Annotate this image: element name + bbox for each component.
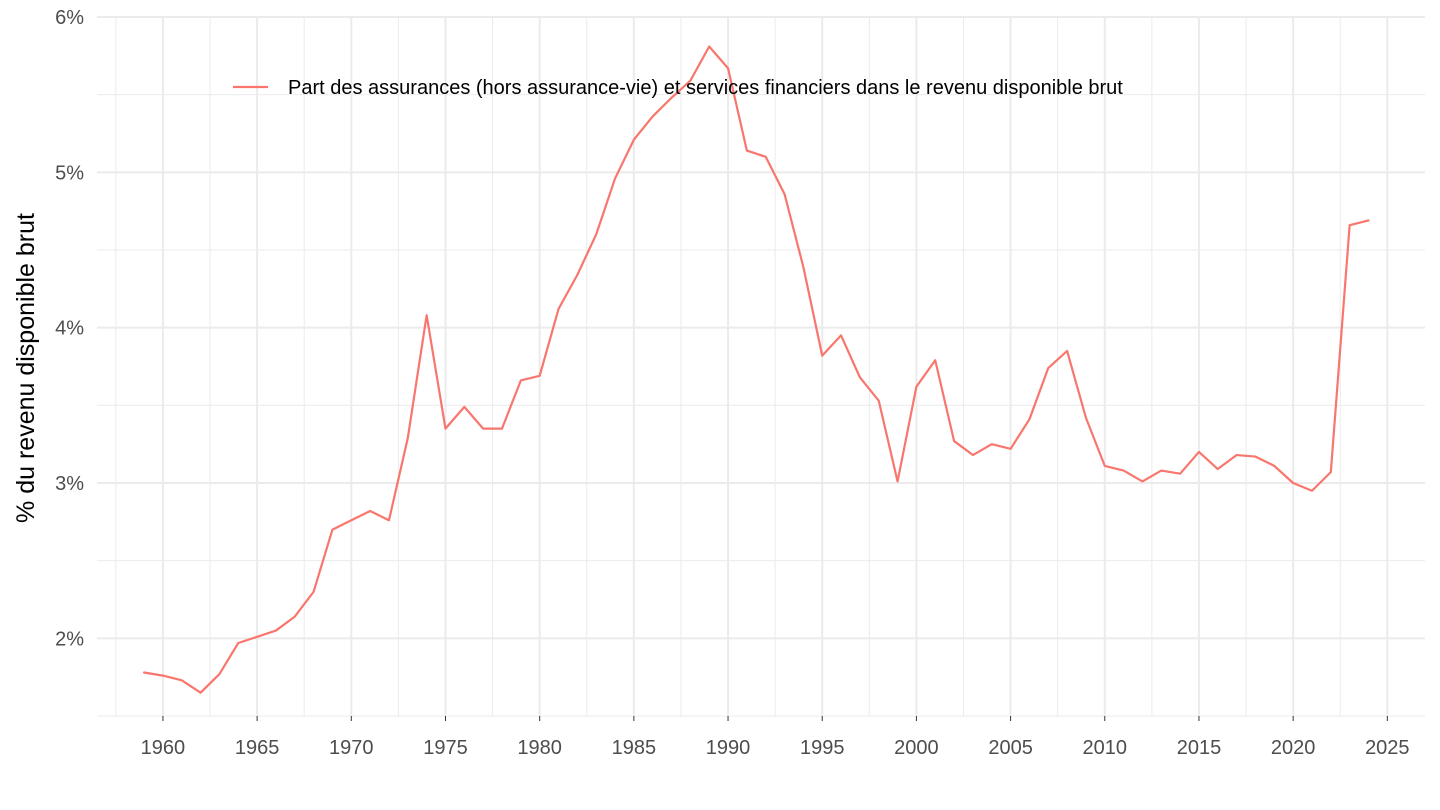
x-tick-label: 1980 xyxy=(517,737,562,759)
y-tick-label: 6% xyxy=(55,7,84,29)
x-tick-label: 2020 xyxy=(1271,737,1316,759)
x-tick-label: 1985 xyxy=(612,737,657,759)
legend-label: Part des assurances (hors assurance-vie)… xyxy=(288,77,1123,99)
x-tick-label: 2010 xyxy=(1083,737,1128,759)
major-gridlines xyxy=(97,16,1425,716)
x-tick-label: 1990 xyxy=(706,737,751,759)
x-tick-label: 2015 xyxy=(1177,737,1222,759)
series-line xyxy=(142,45,1370,694)
x-tick-label: 2005 xyxy=(988,737,1033,759)
x-tick-label: 1965 xyxy=(235,737,280,759)
y-tick-label: 4% xyxy=(55,318,84,340)
x-tick-label: 1995 xyxy=(800,737,845,759)
minor-gridlines xyxy=(97,17,1425,717)
x-tick-label: 1970 xyxy=(329,737,374,759)
y-tick-label: 2% xyxy=(55,628,84,650)
y-tick-label: 3% xyxy=(55,473,84,495)
x-tick-label: 1975 xyxy=(423,737,468,759)
x-axis: 1960 1965 1970 1975 1980 1985 1990 1995 2000 2005… xyxy=(141,716,1410,759)
x-tick-label: 2000 xyxy=(894,737,939,759)
y-axis-title: % du revenu disponible brut xyxy=(12,213,40,523)
x-tick-label: 2025 xyxy=(1365,737,1410,759)
y-tick-label: 5% xyxy=(55,162,84,184)
y-axis: 2% 3% 4% 5% 6% xyxy=(55,7,84,650)
x-tick-label: 1960 xyxy=(141,737,186,759)
legend: Part des assurances (hors assurance-vie)… xyxy=(233,77,1123,99)
